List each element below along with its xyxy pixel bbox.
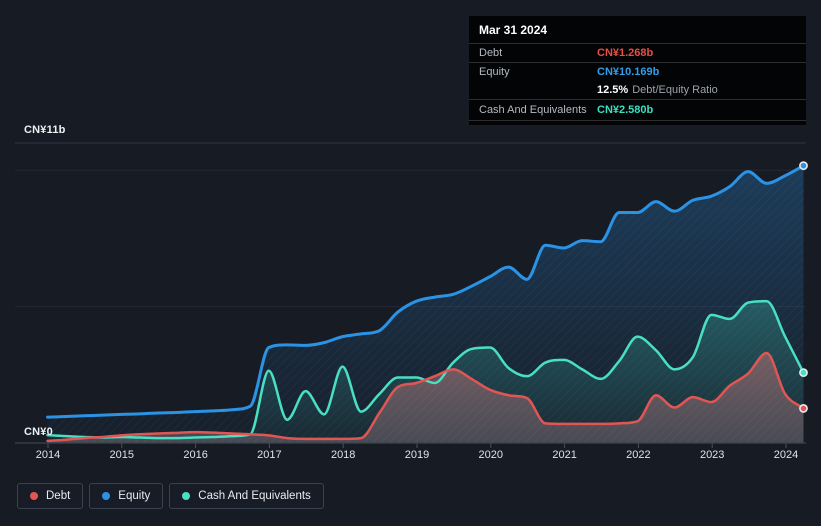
y-axis-min-label: CN¥0 [24, 426, 53, 438]
tooltip-row-equity: Equity CN¥10.169b [469, 62, 806, 81]
equity-line [46, 164, 805, 419]
legend-item-cash-and-equivalents[interactable]: Cash And Equivalents [169, 483, 324, 509]
area-hatch-texture [47, 165, 804, 443]
ratio-label: Debt/Equity Ratio [632, 84, 718, 96]
x-axis-label-2015: 2015 [109, 449, 135, 461]
debt-line [46, 351, 805, 443]
equity-endpoint-marker [799, 161, 808, 171]
chart-tooltip: Mar 31 2024 Debt CN¥1.268b Equity CN¥10.… [469, 16, 806, 125]
debt-endpoint-marker [799, 404, 808, 413]
tooltip-cash-label: Cash And Equivalents [479, 104, 587, 116]
tooltip-equity-value: CN¥10.169b [597, 66, 660, 78]
chart-legend: Debt Equity Cash And Equivalents [17, 483, 324, 509]
legend-label: Debt [46, 490, 71, 502]
legend-dot-icon [102, 492, 111, 500]
y-axis-max-label: CN¥11b [24, 124, 66, 136]
tooltip-ratio-value: 12.5% Debt/Equity Ratio [597, 84, 718, 96]
legend-label: Equity [118, 490, 151, 502]
x-axis-label-2016: 2016 [183, 449, 208, 461]
legend-item-equity[interactable]: Equity [89, 483, 164, 509]
x-axis-label-2020: 2020 [478, 449, 504, 461]
x-axis-label-2024: 2024 [773, 449, 799, 461]
tooltip-equity-label: Equity [479, 66, 510, 78]
legend-dot-icon [30, 492, 38, 500]
tooltip-date: Mar 31 2024 [469, 16, 806, 44]
tooltip-row-ratio: 12.5% Debt/Equity Ratio [469, 81, 806, 99]
legend-label: Cash And Equivalents [198, 490, 311, 502]
x-axis-label-2017: 2017 [257, 449, 282, 461]
tooltip-debt-value: CN¥1.268b [597, 47, 654, 59]
x-axis-label-2021: 2021 [552, 449, 577, 461]
tooltip-debt-label: Debt [479, 47, 503, 59]
x-axis-label-2022: 2022 [626, 449, 651, 461]
area-chart[interactable] [0, 0, 821, 470]
x-axis-label-2018: 2018 [330, 449, 356, 461]
x-axis-label-2019: 2019 [404, 449, 430, 461]
x-axis-label-2014: 2014 [35, 449, 61, 461]
ratio-percent: 12.5% [597, 84, 629, 96]
tooltip-row-cash: Cash And Equivalents CN¥2.580b [469, 99, 806, 121]
tooltip-row-debt: Debt CN¥1.268b [469, 44, 806, 62]
cash-endpoint-marker [799, 368, 808, 378]
x-axis-label-2023: 2023 [699, 449, 725, 461]
legend-item-debt[interactable]: Debt [17, 483, 84, 509]
legend-dot-icon [182, 492, 191, 500]
tooltip-cash-value: CN¥2.580b [597, 104, 654, 116]
